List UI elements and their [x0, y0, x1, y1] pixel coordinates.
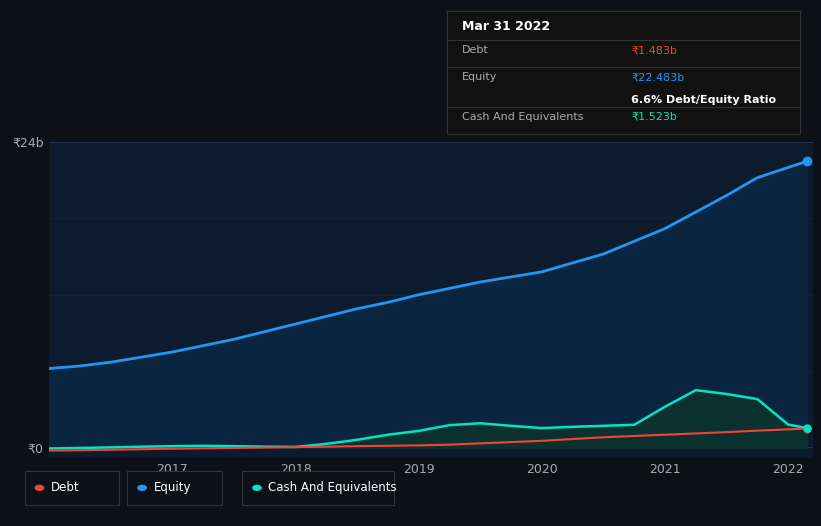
- Text: Cash And Equivalents: Cash And Equivalents: [461, 112, 583, 122]
- Text: Debt: Debt: [51, 481, 80, 494]
- Text: ₹1.523b: ₹1.523b: [631, 112, 677, 122]
- Text: Mar 31 2022: Mar 31 2022: [461, 21, 550, 34]
- Text: Debt: Debt: [461, 45, 488, 55]
- Text: ₹22.483b: ₹22.483b: [631, 72, 684, 83]
- Text: Cash And Equivalents: Cash And Equivalents: [268, 481, 397, 494]
- Text: Equity: Equity: [461, 72, 497, 83]
- Text: ₹1.483b: ₹1.483b: [631, 45, 677, 55]
- Text: Equity: Equity: [154, 481, 191, 494]
- Text: 6.6% Debt/Equity Ratio: 6.6% Debt/Equity Ratio: [631, 95, 776, 105]
